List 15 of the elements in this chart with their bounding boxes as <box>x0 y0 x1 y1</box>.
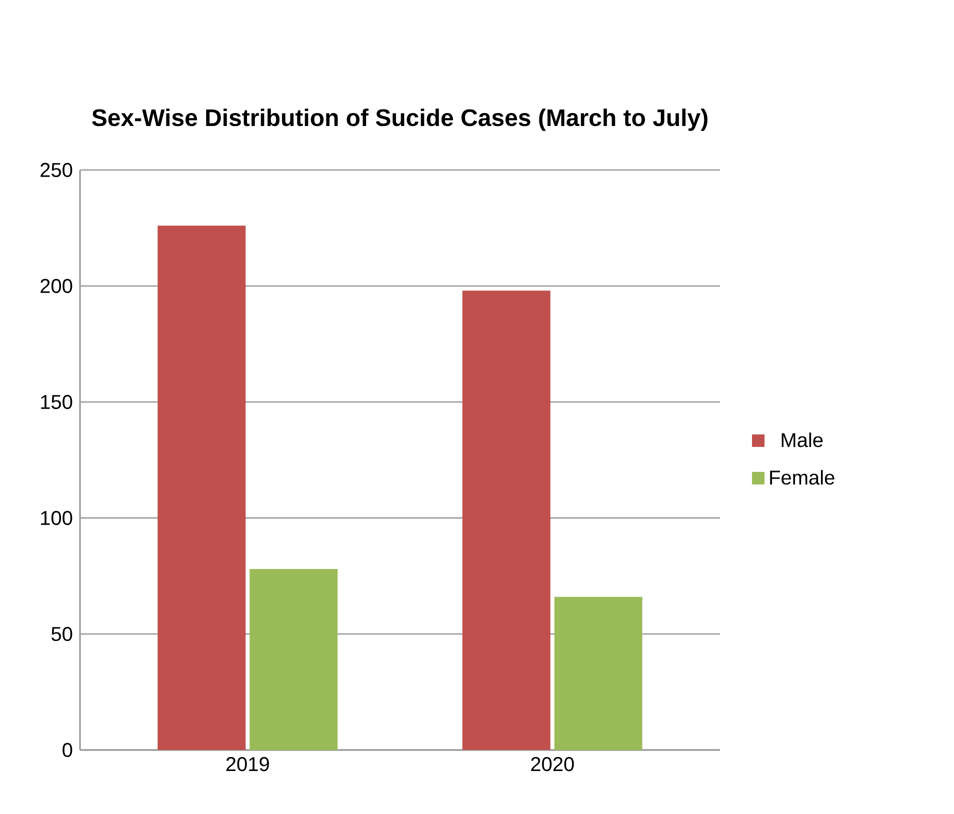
x-tick-label: 2019 <box>226 757 269 772</box>
bar <box>250 569 338 750</box>
bar <box>462 290 550 750</box>
y-tick-label: 50 <box>52 626 72 642</box>
bar <box>158 226 246 750</box>
legend-label: Female <box>770 470 834 485</box>
y-tick-label: 200 <box>40 278 72 294</box>
legend-label: Male <box>782 432 823 448</box>
chart-title: Sex-Wise Distribution of Sucide Cases (March to July) <box>92 108 708 131</box>
y-tick-label: 100 <box>41 510 72 526</box>
x-tick-label: 2020 <box>531 757 574 772</box>
y-tick-label: 150 <box>41 394 72 410</box>
bar <box>554 596 642 750</box>
y-tick-label: 250 <box>40 162 72 178</box>
y-tick-label: 0 <box>62 742 72 758</box>
